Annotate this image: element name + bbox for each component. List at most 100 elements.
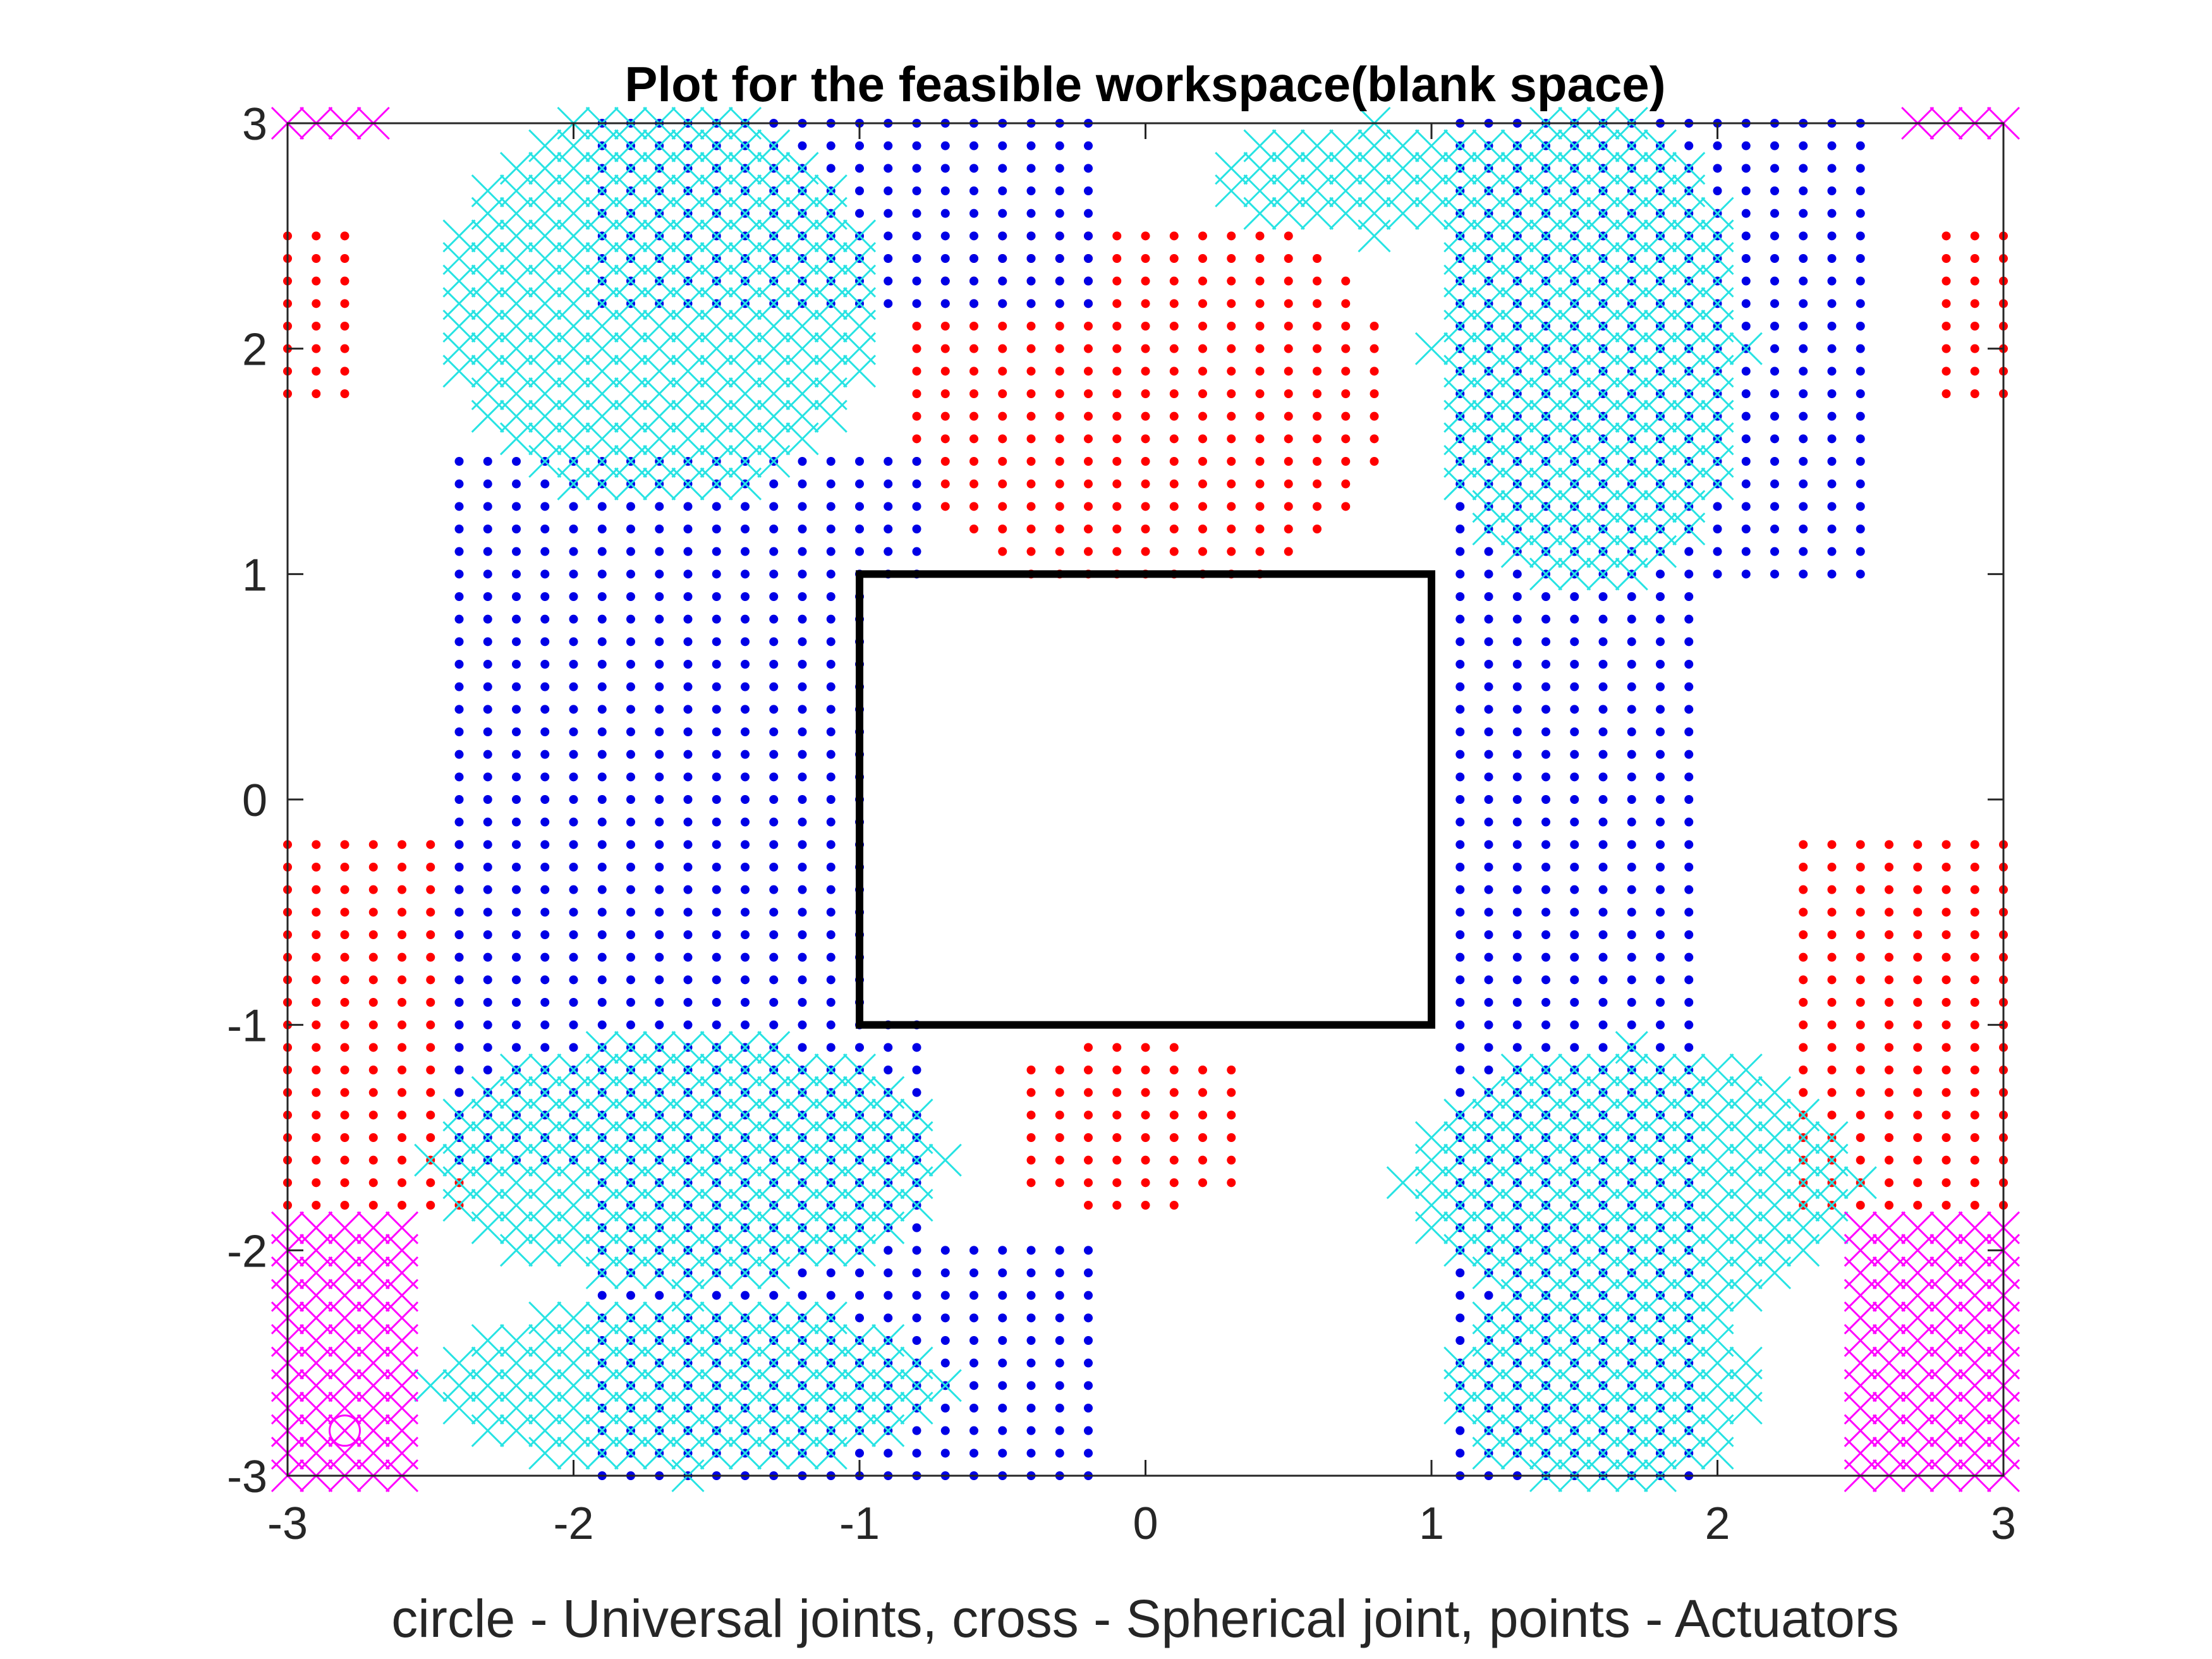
actuator-point — [1198, 367, 1207, 376]
spherical-joint-cross — [700, 1301, 733, 1335]
actuator-point — [798, 885, 807, 894]
spherical-joint-cross — [585, 1301, 619, 1335]
spherical-joint-cross — [614, 264, 648, 298]
actuator-point — [368, 1201, 378, 1210]
actuator-point — [1512, 660, 1522, 669]
spherical-joint-cross — [1586, 535, 1620, 568]
actuator-point — [1827, 863, 1837, 872]
actuator-point — [712, 660, 721, 669]
actuator-point — [655, 705, 664, 714]
spherical-joint-cross — [499, 377, 533, 411]
actuator-point — [940, 186, 950, 195]
actuator-point — [312, 952, 321, 962]
actuator-point — [340, 1155, 349, 1165]
actuator-point — [1827, 344, 1837, 353]
actuator-point — [512, 750, 521, 759]
actuator-point — [1885, 1178, 1893, 1188]
spherical-joint-cross — [1500, 1279, 1534, 1312]
actuator-point — [483, 682, 492, 691]
actuator-point — [1055, 1133, 1064, 1142]
actuator-point — [712, 614, 721, 624]
actuator-point — [1026, 276, 1036, 286]
spherical-joint-cross — [471, 1143, 504, 1177]
spherical-joint-cross — [585, 309, 619, 343]
spherical-joint-cross — [1472, 1121, 1505, 1155]
spherical-joint-cross — [1558, 1279, 1591, 1312]
spherical-joint-cross — [1586, 377, 1620, 411]
spherical-joint-cross — [1672, 1346, 1706, 1380]
spherical-joint-cross — [1358, 129, 1391, 162]
actuator-point — [626, 840, 635, 849]
spherical-joint-cross — [528, 197, 562, 230]
spherical-joint-cross — [1844, 1234, 1877, 1267]
actuator-point — [1942, 908, 1951, 917]
actuator-point — [1913, 1201, 1923, 1210]
spherical-joint-cross — [1844, 1279, 1877, 1312]
spherical-joint-cross — [356, 1256, 390, 1290]
spherical-joint-cross — [671, 1188, 705, 1222]
actuator-point — [741, 660, 750, 669]
actuator-point — [1656, 772, 1665, 782]
spherical-joint-cross — [499, 1414, 533, 1447]
actuator-point — [1770, 457, 1779, 466]
actuator-point — [1570, 795, 1579, 804]
actuator-point — [798, 457, 807, 466]
spherical-joint-cross — [1558, 1256, 1591, 1290]
actuator-point — [426, 885, 435, 894]
actuator-point — [1169, 479, 1179, 489]
actuator-point — [1284, 479, 1293, 489]
spherical-joint-cross — [1386, 197, 1419, 230]
actuator-point — [1284, 434, 1293, 444]
actuator-point — [855, 1043, 864, 1052]
actuator-point — [1455, 1449, 1465, 1458]
actuator-point — [1313, 457, 1322, 466]
actuator-point — [1084, 1246, 1093, 1255]
spherical-joint-cross — [471, 1391, 504, 1425]
spherical-joint-cross — [1243, 152, 1277, 185]
actuator-point — [1284, 547, 1293, 556]
actuator-point — [1084, 1313, 1093, 1323]
actuator-point — [340, 998, 349, 1007]
spherical-joint-cross — [1643, 152, 1677, 185]
actuator-point — [398, 885, 406, 894]
actuator-point — [1055, 1381, 1064, 1390]
spherical-joint-cross — [1586, 1437, 1620, 1470]
actuator-point — [1026, 1133, 1036, 1142]
actuator-point — [1026, 1155, 1036, 1165]
actuator-point — [312, 299, 321, 308]
spherical-joint-cross — [728, 444, 762, 478]
actuator-point — [540, 908, 550, 917]
actuator-point — [1970, 1043, 1979, 1052]
spherical-joint-cross — [700, 444, 733, 478]
spherical-joint-cross — [1472, 219, 1505, 253]
actuator-point — [1942, 885, 1951, 894]
spherical-joint-cross — [700, 1346, 733, 1380]
actuator-point — [712, 885, 721, 894]
spherical-joint-cross — [1672, 399, 1706, 433]
actuator-point — [940, 231, 950, 241]
spherical-joint-cross — [1529, 422, 1563, 456]
actuator-point — [1169, 1201, 1179, 1210]
actuator-point — [340, 322, 349, 331]
actuator-point — [1856, 411, 1865, 421]
actuator-point — [798, 817, 807, 827]
spherical-joint-cross — [900, 1121, 933, 1155]
actuator-point — [1970, 322, 1979, 331]
actuator-point — [1198, 254, 1207, 263]
spherical-joint-cross — [842, 1391, 877, 1425]
spherical-joint-cross — [1729, 1391, 1763, 1425]
actuator-point — [1198, 479, 1207, 489]
actuator-point — [1827, 254, 1837, 263]
spherical-joint-cross — [643, 129, 676, 162]
spherical-joint-cross — [1558, 512, 1591, 546]
actuator-point — [798, 998, 807, 1007]
actuator-point — [569, 795, 578, 804]
actuator-point — [1198, 1178, 1207, 1188]
actuator-point — [512, 975, 521, 985]
spherical-joint-cross — [757, 1143, 791, 1177]
actuator-point — [1198, 525, 1207, 533]
actuator-point — [312, 885, 321, 894]
actuator-point — [1141, 525, 1150, 533]
spherical-joint-cross — [471, 1188, 504, 1222]
actuator-point — [884, 231, 893, 241]
